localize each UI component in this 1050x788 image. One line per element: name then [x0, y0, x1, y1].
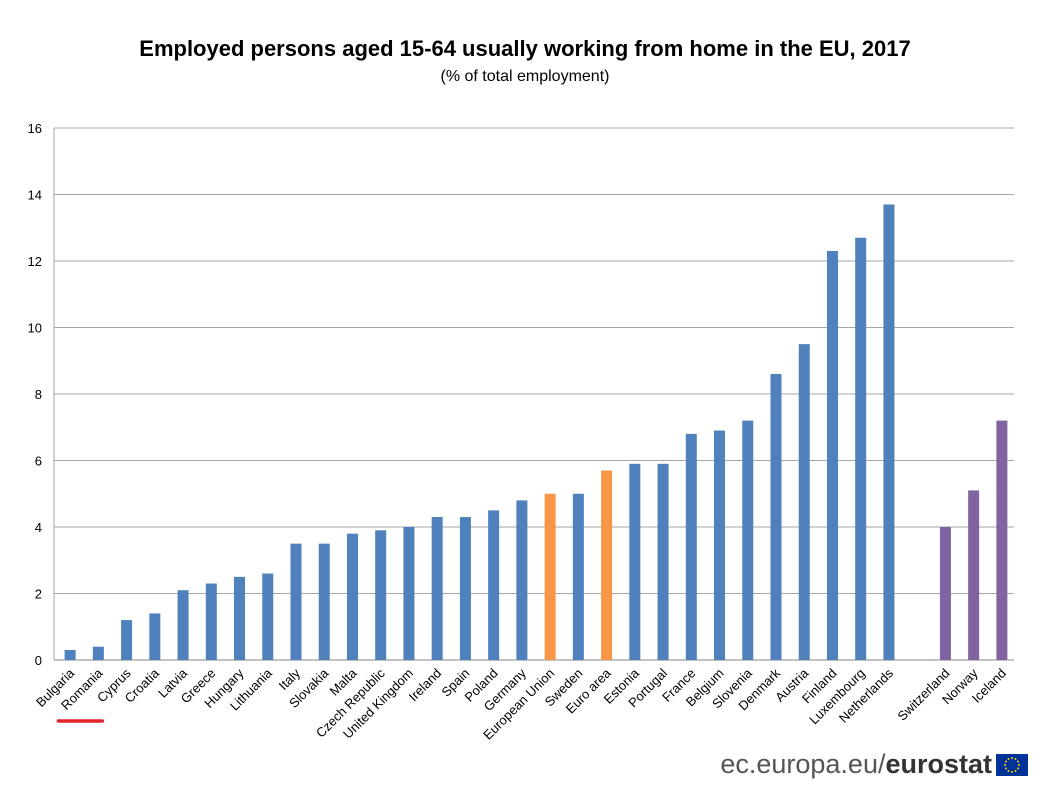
- bar-italy: [290, 543, 302, 660]
- bar-lithuania: [262, 573, 274, 660]
- bars: [64, 204, 1008, 660]
- y-tick-label: 10: [28, 321, 42, 336]
- flag-star: [1007, 757, 1010, 760]
- bar-slovakia: [318, 543, 330, 660]
- bar-netherlands: [883, 204, 895, 660]
- flag-star: [1011, 756, 1013, 759]
- bar-malta: [346, 533, 358, 660]
- bar-poland: [488, 510, 500, 660]
- bar-germany: [516, 500, 528, 660]
- bar-luxembourg: [855, 237, 867, 660]
- bar-hungary: [234, 576, 246, 660]
- bar-cyprus: [121, 620, 133, 660]
- flag-star: [1011, 770, 1013, 773]
- bar-norway: [968, 490, 980, 660]
- flag-star: [1014, 757, 1017, 760]
- x-tick-label: Ireland: [406, 666, 445, 705]
- bar-latvia: [177, 590, 189, 660]
- source-brand: eurostat: [885, 749, 992, 779]
- flag-star: [1017, 767, 1020, 769]
- flag-star: [1004, 767, 1007, 769]
- flag-star: [1014, 769, 1017, 772]
- bar-belgium: [714, 430, 726, 660]
- bar-slovenia: [742, 420, 754, 660]
- y-tick-label: 6: [35, 454, 42, 469]
- gridlines: [53, 127, 1014, 661]
- bar-euro-area: [601, 470, 613, 660]
- bar-croatia: [149, 613, 161, 660]
- bar-czech-republic: [375, 530, 387, 660]
- bar-ireland: [431, 517, 443, 660]
- bar-spain: [459, 517, 471, 660]
- flag-star: [1018, 763, 1020, 766]
- flag-star: [1004, 763, 1006, 766]
- flag-star: [1007, 769, 1010, 772]
- bar-iceland: [996, 420, 1008, 660]
- chart-title: Employed persons aged 15-64 usually work…: [139, 36, 911, 61]
- x-axis-labels: BulgariaRomaniaCyprusCroatiaLatviaGreece…: [33, 665, 1009, 743]
- bar-sweden: [572, 493, 584, 660]
- y-tick-label: 16: [28, 121, 42, 136]
- bar-greece: [205, 583, 217, 660]
- source-url-prefix: ec.europa.eu/: [720, 749, 886, 779]
- y-axis-ticks: 0 2 4 6 8 10 12 14 16: [28, 121, 42, 668]
- bar-estonia: [629, 463, 641, 660]
- bar-united-kingdom: [403, 527, 415, 660]
- chart-subtitle: (% of total employment): [440, 68, 610, 85]
- y-tick-label: 12: [28, 254, 42, 269]
- bar-european-union: [544, 493, 556, 660]
- bar-france: [685, 433, 697, 660]
- flag-star: [1004, 760, 1007, 762]
- flag-star: [1017, 760, 1020, 762]
- bar-austria: [798, 344, 810, 660]
- y-tick-label: 2: [35, 587, 42, 602]
- bar-bulgaria: [64, 650, 76, 660]
- eu-flag-icon: [996, 753, 1028, 776]
- y-tick-label: 4: [35, 520, 42, 535]
- y-tick-label: 8: [35, 387, 42, 402]
- eurostat-logo: ec.europa.eu/eurostat: [720, 749, 1028, 780]
- y-tick-label: 0: [35, 653, 42, 668]
- bar-switzerland: [939, 527, 951, 660]
- bar-romania: [92, 646, 104, 660]
- bar-finland: [826, 251, 838, 660]
- bar-portugal: [657, 463, 669, 660]
- y-tick-label: 14: [28, 188, 42, 203]
- bar-denmark: [770, 374, 782, 660]
